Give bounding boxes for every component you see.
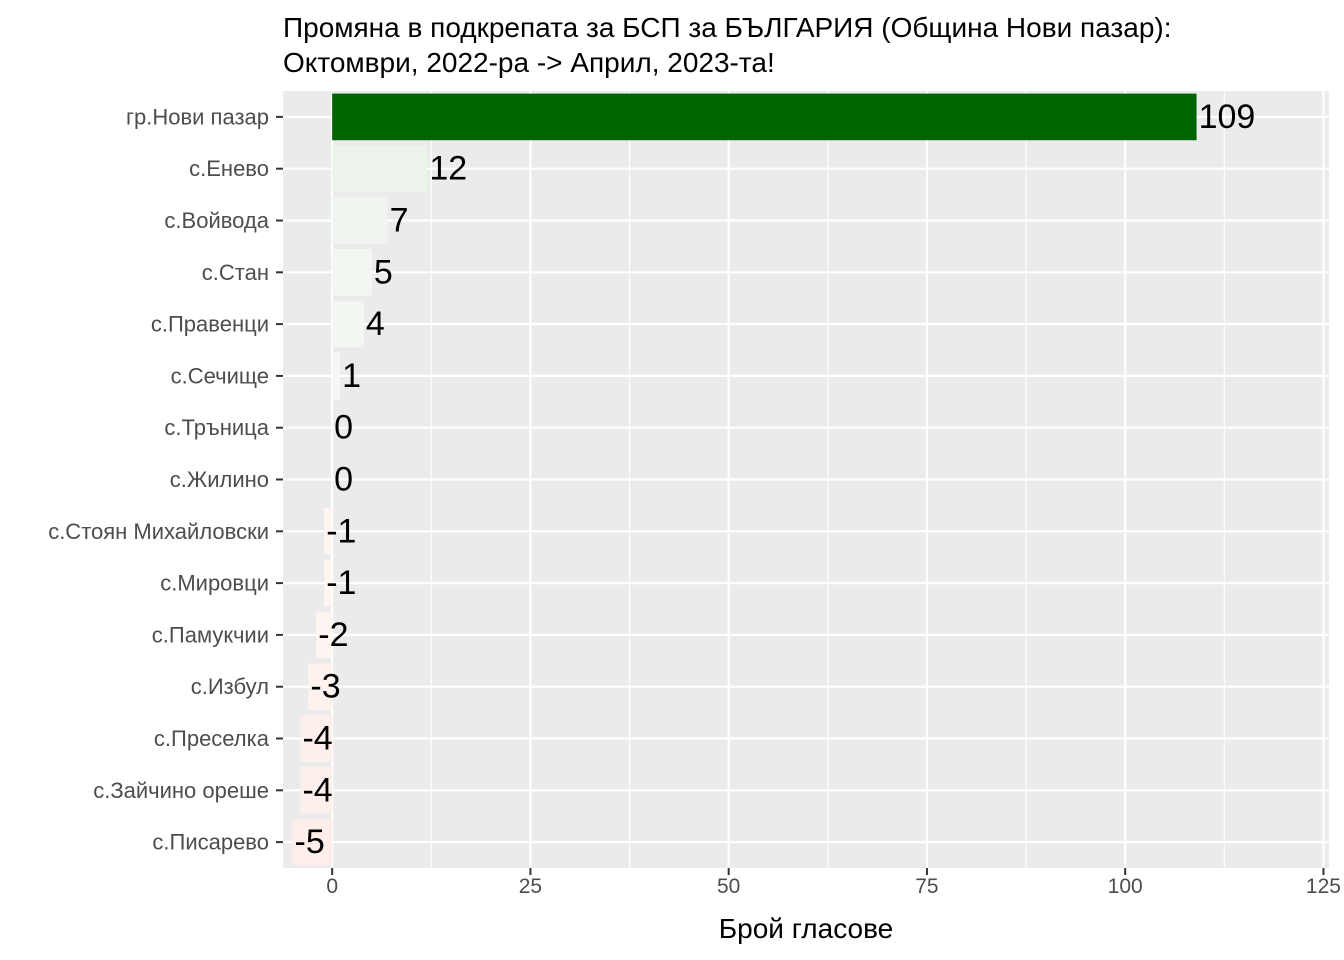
bar xyxy=(332,93,1197,141)
data-label: 0 xyxy=(334,409,353,447)
bar xyxy=(292,818,333,866)
y-axis: гр.Нови пазар с.Енево с.Войвода с.Стан с.Пра… xyxy=(48,104,283,855)
data-label: -4 xyxy=(302,720,332,758)
y-tick-label: с.Войвода xyxy=(164,208,269,233)
y-tick-label: с.Памукчии xyxy=(152,622,269,647)
data-label: 7 xyxy=(390,202,409,240)
data-label: -4 xyxy=(302,771,332,809)
bar xyxy=(324,507,333,555)
bar xyxy=(332,352,341,400)
x-tick-label: 75 xyxy=(915,875,938,898)
major-gridlines xyxy=(283,91,1329,868)
bars xyxy=(292,93,1197,866)
data-label: 109 xyxy=(1199,98,1256,136)
x-axis-title: Брой гласове xyxy=(719,913,893,944)
data-label: 0 xyxy=(334,461,353,499)
y-tick-label: с.Преселка xyxy=(154,726,270,751)
chart-subtitle: Октомври, 2022-ра -> Април, 2023-та! xyxy=(283,47,775,78)
x-tick-label: 125 xyxy=(1306,875,1341,898)
x-tick-label: 25 xyxy=(519,875,542,898)
y-tick-label: с.Стан xyxy=(202,260,269,285)
bar xyxy=(332,145,428,193)
y-tick-label: с.Зайчино ореше xyxy=(93,778,269,803)
y-tick-label: с.Тръница xyxy=(164,415,269,440)
x-tick-label: 50 xyxy=(717,875,740,898)
data-label: 1 xyxy=(342,357,361,395)
y-tick-label: с.Стоян Михайловски xyxy=(48,519,269,544)
chart-title: Промяна в подкрепата за БСП за БЪЛГАРИЯ … xyxy=(283,12,1172,43)
data-label: -1 xyxy=(326,564,356,602)
data-label: -5 xyxy=(295,823,325,861)
y-tick-label: с.Мировци xyxy=(160,571,269,596)
y-tick-label: с.Избул xyxy=(191,674,269,699)
data-label: 12 xyxy=(429,150,467,188)
y-tick-label: с.Правенци xyxy=(151,312,269,337)
y-tick-label: с.Сечище xyxy=(171,363,269,388)
y-tick-label: гр.Нови пазар xyxy=(126,104,269,129)
y-tick-label: с.Жилино xyxy=(170,467,269,492)
bar xyxy=(300,715,333,762)
bar xyxy=(332,300,364,348)
bar xyxy=(324,559,333,607)
data-label: -2 xyxy=(318,616,348,654)
data-labels: 109 12 7 5 41 0 0 -1 -1 -2 -3 -4 -4 -5 xyxy=(295,98,1256,861)
bar xyxy=(332,248,372,296)
data-label: -3 xyxy=(310,668,340,706)
bar xyxy=(308,663,333,711)
y-tick-label: с.Писарево xyxy=(152,830,269,855)
data-label: 5 xyxy=(374,253,393,291)
data-label: 4 xyxy=(366,305,385,343)
x-tick-label: 100 xyxy=(1108,875,1143,898)
data-label: -1 xyxy=(326,512,356,550)
y-tick-label: с.Енево xyxy=(189,156,269,181)
bar xyxy=(316,611,333,659)
x-tick-label: 0 xyxy=(326,875,338,898)
bar xyxy=(300,766,333,814)
bar xyxy=(332,197,388,244)
x-axis: 0 25 50 75 100 125 xyxy=(326,868,1341,898)
